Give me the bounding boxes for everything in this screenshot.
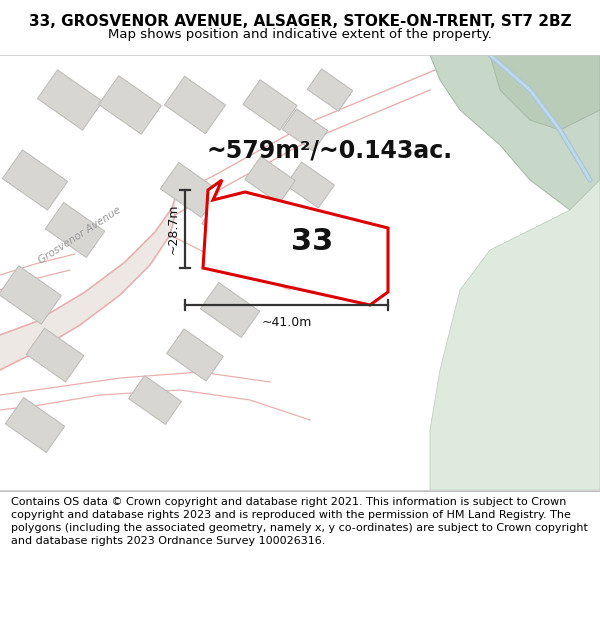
Polygon shape bbox=[430, 55, 600, 210]
Polygon shape bbox=[202, 199, 258, 251]
Polygon shape bbox=[46, 202, 104, 258]
Text: ~579m²/~0.143ac.: ~579m²/~0.143ac. bbox=[207, 138, 453, 162]
Polygon shape bbox=[245, 156, 295, 204]
Polygon shape bbox=[200, 282, 260, 338]
Text: Grosvenor Avenue: Grosvenor Avenue bbox=[37, 204, 123, 266]
Text: ~41.0m: ~41.0m bbox=[262, 316, 311, 329]
Polygon shape bbox=[2, 150, 68, 210]
Polygon shape bbox=[160, 162, 220, 217]
Text: Contains OS data © Crown copyright and database right 2021. This information is : Contains OS data © Crown copyright and d… bbox=[11, 497, 587, 546]
Polygon shape bbox=[26, 328, 84, 382]
Polygon shape bbox=[164, 76, 226, 134]
Polygon shape bbox=[307, 69, 353, 111]
Polygon shape bbox=[0, 195, 176, 370]
Text: 33: 33 bbox=[291, 228, 333, 256]
Polygon shape bbox=[5, 398, 65, 452]
Text: ~28.7m: ~28.7m bbox=[167, 204, 179, 254]
Polygon shape bbox=[286, 162, 334, 208]
Polygon shape bbox=[0, 266, 61, 324]
Polygon shape bbox=[243, 80, 297, 130]
Polygon shape bbox=[490, 55, 600, 130]
Polygon shape bbox=[282, 109, 328, 151]
Text: Map shows position and indicative extent of the property.: Map shows position and indicative extent… bbox=[108, 28, 492, 41]
Polygon shape bbox=[37, 70, 103, 130]
Polygon shape bbox=[430, 180, 600, 490]
Polygon shape bbox=[98, 76, 161, 134]
Polygon shape bbox=[167, 329, 223, 381]
Polygon shape bbox=[203, 180, 388, 305]
Polygon shape bbox=[128, 376, 181, 424]
Text: 33, GROSVENOR AVENUE, ALSAGER, STOKE-ON-TRENT, ST7 2BZ: 33, GROSVENOR AVENUE, ALSAGER, STOKE-ON-… bbox=[29, 14, 571, 29]
